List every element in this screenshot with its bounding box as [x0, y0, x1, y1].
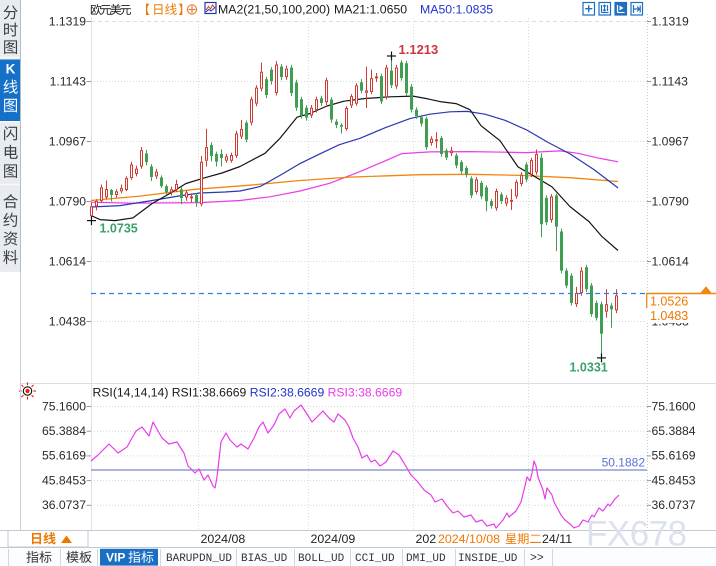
- svg-text:MA2(21,50,100,200): MA2(21,50,100,200): [218, 3, 330, 17]
- svg-text:K: K: [6, 62, 16, 77]
- svg-text:2024/10/08: 2024/10/08: [438, 532, 500, 546]
- svg-text:1.0614: 1.0614: [49, 254, 86, 268]
- svg-text:1.0735: 1.0735: [100, 222, 138, 236]
- svg-text:1.0438: 1.0438: [49, 314, 86, 328]
- svg-text:MA50:1.0835: MA50:1.0835: [420, 3, 493, 17]
- svg-text:1.1319: 1.1319: [49, 14, 86, 28]
- svg-text:1.1143: 1.1143: [652, 74, 689, 88]
- svg-text:CCI_UD: CCI_UD: [355, 553, 395, 565]
- svg-text:36.0737: 36.0737: [652, 498, 696, 512]
- svg-text:75.1600: 75.1600: [42, 399, 86, 413]
- svg-text:55.6169: 55.6169: [42, 449, 86, 463]
- svg-text:45.8453: 45.8453: [652, 473, 696, 487]
- svg-text:1.0790: 1.0790: [49, 194, 86, 208]
- svg-text:75.1600: 75.1600: [652, 399, 696, 413]
- svg-text:65.3884: 65.3884: [652, 424, 696, 438]
- svg-text:1.0526: 1.0526: [650, 294, 688, 308]
- svg-text:RSI(14,14,14) RSI1:38.6669 RS: RSI(14,14,14) RSI1:38.6669 RSI2:38.6669 …: [93, 386, 403, 400]
- svg-text:1.0331: 1.0331: [570, 361, 608, 375]
- svg-text:65.3884: 65.3884: [42, 424, 86, 438]
- svg-text:BARUPDN_UD: BARUPDN_UD: [166, 553, 232, 565]
- svg-text:1.0790: 1.0790: [652, 194, 689, 208]
- svg-text:1.1213: 1.1213: [399, 42, 439, 57]
- svg-text:2024/09: 2024/09: [311, 532, 356, 546]
- svg-text:1.0967: 1.0967: [49, 134, 86, 148]
- svg-text:BOLL_UD: BOLL_UD: [298, 553, 345, 565]
- svg-text:55.6169: 55.6169: [652, 449, 696, 463]
- svg-text:DMI_UD: DMI_UD: [406, 553, 446, 565]
- svg-text:1.1143: 1.1143: [50, 74, 87, 88]
- svg-text:1.1319: 1.1319: [652, 14, 689, 28]
- svg-text:INSIDE_UD: INSIDE_UD: [458, 553, 518, 565]
- svg-text:36.0737: 36.0737: [42, 498, 86, 512]
- svg-text:1.0967: 1.0967: [652, 134, 689, 148]
- svg-text:>>: >>: [530, 552, 544, 565]
- svg-text:1.0614: 1.0614: [652, 254, 689, 268]
- svg-text:2024/08: 2024/08: [201, 532, 246, 546]
- svg-text:MA21:1.0650: MA21:1.0650: [334, 3, 407, 17]
- svg-text:BIAS_UD: BIAS_UD: [241, 553, 288, 565]
- svg-text:VIP: VIP: [106, 551, 125, 565]
- svg-text:24/11: 24/11: [542, 532, 572, 546]
- svg-text:1.0483: 1.0483: [650, 309, 688, 323]
- svg-text:45.8453: 45.8453: [42, 473, 86, 487]
- svg-text:50.1882: 50.1882: [602, 456, 646, 470]
